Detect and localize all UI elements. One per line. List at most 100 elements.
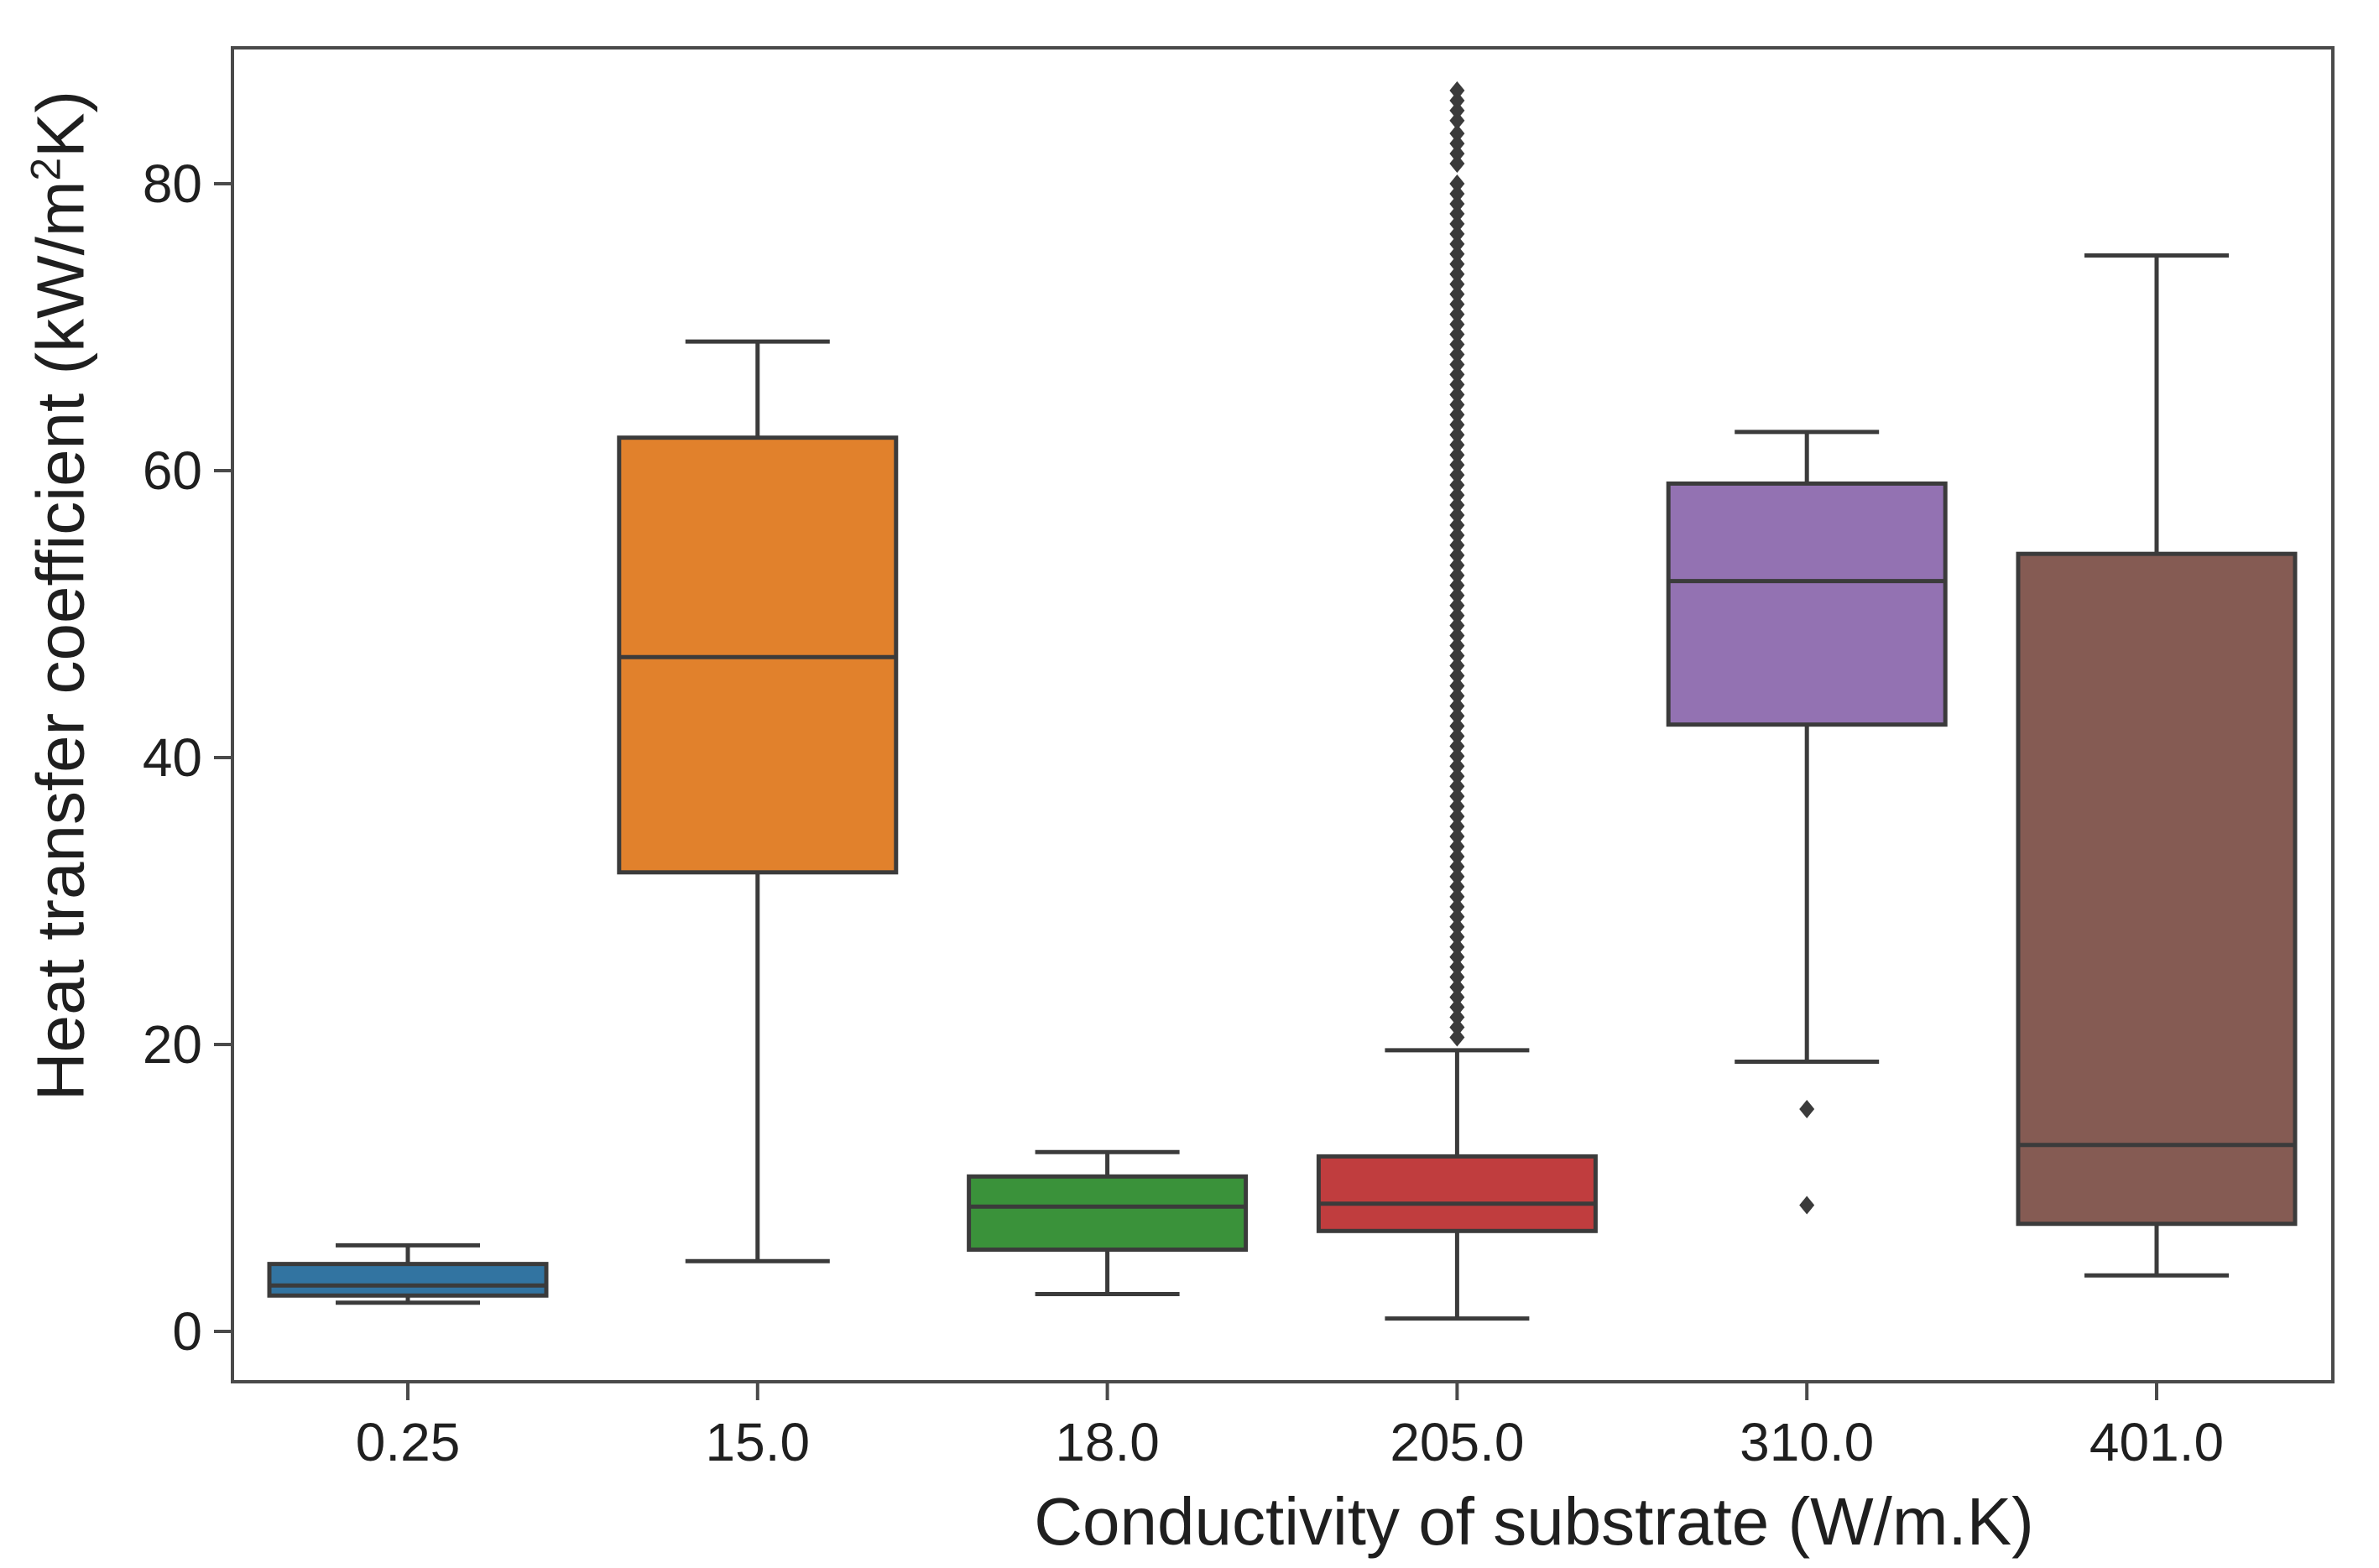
outlier-diamond: [1449, 415, 1465, 435]
outlier-diamond: [1449, 124, 1465, 143]
outlier-diamond: [1799, 1196, 1815, 1215]
box-rect: [2016, 551, 2298, 1227]
y-axis-label-text-end: K): [23, 90, 98, 158]
outlier-diamond: [1449, 315, 1465, 334]
outlier-diamond: [1449, 596, 1465, 615]
outlier-diamond: [1449, 917, 1465, 936]
y-tick-label: 40: [143, 727, 202, 788]
outlier-diamond: [1449, 897, 1465, 916]
y-tick-label: 60: [143, 440, 202, 501]
y-axis-label: Heat transfer coefficient (kW/m2K): [22, 91, 100, 1101]
outlier-diamond: [1449, 977, 1465, 997]
outlier-diamond: [1449, 175, 1465, 193]
outlier-diamond: [1449, 998, 1465, 1017]
outlier-diamond: [1449, 476, 1465, 495]
outlier-diamond: [1449, 716, 1465, 736]
outlier-diamond: [1449, 425, 1465, 445]
y-tick-label: 20: [143, 1014, 202, 1075]
outlier-diamond: [1449, 947, 1465, 966]
outlier-diamond: [1449, 927, 1465, 946]
outlier-diamond: [1449, 807, 1465, 826]
outlier-diamond: [1449, 496, 1465, 515]
outlier-diamond: [1449, 274, 1465, 294]
outlier-diamond: [1449, 827, 1465, 847]
outlier-diamond: [1449, 134, 1465, 154]
outlier-diamond: [1449, 355, 1465, 374]
outlier-diamond: [1449, 264, 1465, 284]
outlier-diamond: [1449, 525, 1465, 544]
outlier-diamond: [1449, 405, 1465, 425]
outlier-diamond: [1449, 91, 1465, 110]
outlier-diamond: [1449, 154, 1465, 174]
outlier-diamond: [1449, 706, 1465, 726]
outlier-diamond: [1449, 857, 1465, 876]
outlier-diamond: [1449, 335, 1465, 354]
outlier-diamond: [1449, 395, 1465, 414]
x-tick-label: 15.0: [706, 1412, 811, 1472]
outlier-diamond: [1449, 847, 1465, 866]
outlier-diamond: [1449, 757, 1465, 776]
y-axis-label-superscript: 2: [22, 157, 70, 181]
x-tick-label: 205.0: [1390, 1412, 1524, 1472]
box-rect: [267, 1262, 549, 1298]
outlier-diamond: [1449, 787, 1465, 806]
x-tick-label: 310.0: [1740, 1412, 1874, 1472]
outlier-diamond: [1449, 565, 1465, 585]
box-rect: [1666, 481, 1948, 727]
y-tick-label: 0: [172, 1301, 202, 1362]
outlier-diamond: [1449, 586, 1465, 605]
outlier-diamond: [1449, 646, 1465, 665]
outlier-diamond: [1449, 111, 1465, 130]
outlier-diamond: [1449, 957, 1465, 977]
outlier-diamond: [1449, 867, 1465, 886]
outlier-diamond: [1449, 184, 1465, 203]
outlier-diamond: [1449, 987, 1465, 1007]
outlier-diamond: [1449, 385, 1465, 404]
outlier-diamond: [1449, 486, 1465, 505]
outlier-diamond: [1449, 466, 1465, 485]
outlier-diamond: [1449, 777, 1465, 796]
x-axis-label: Conductivity of substrate (W/m.K): [1034, 1484, 2034, 1559]
outlier-diamond: [1449, 1018, 1465, 1037]
outlier-diamond: [1449, 797, 1465, 816]
outlier-diamond: [1449, 224, 1465, 243]
outlier-diamond: [1449, 254, 1465, 273]
outlier-diamond: [1449, 1028, 1465, 1047]
outlier-diamond: [1449, 144, 1465, 164]
outlier-diamond: [1449, 817, 1465, 836]
outlier-diamond: [1449, 686, 1465, 706]
outlier-diamond: [1449, 1008, 1465, 1027]
outlier-diamond: [1449, 456, 1465, 475]
y-axis-label-text: Heat transfer coefficient (kW/m: [23, 180, 98, 1102]
outlier-diamond: [1449, 606, 1465, 625]
outlier-diamond: [1449, 877, 1465, 896]
outlier-diamond: [1449, 375, 1465, 394]
outlier-diamond: [1449, 305, 1465, 324]
outlier-diamond: [1449, 194, 1465, 213]
outlier-diamond: [1449, 907, 1465, 926]
outlier-diamond: [1449, 576, 1465, 595]
outlier-diamond: [1449, 636, 1465, 655]
outlier-diamond: [1449, 887, 1465, 906]
outlier-diamond: [1449, 967, 1465, 987]
outlier-diamond: [1449, 696, 1465, 716]
outlier-diamond: [1449, 435, 1465, 455]
outlier-diamond: [1449, 626, 1465, 645]
box-rect: [1316, 1154, 1598, 1233]
outlier-diamond: [1449, 234, 1465, 253]
outlier-diamond: [1449, 656, 1465, 675]
outlier-diamond: [1449, 365, 1465, 384]
outlier-diamond: [1449, 616, 1465, 635]
outlier-diamond: [1799, 1099, 1815, 1118]
outlier-diamond: [1449, 345, 1465, 364]
outlier-diamond: [1449, 727, 1465, 746]
plot-border: [231, 46, 2335, 1383]
outlier-diamond: [1449, 555, 1465, 575]
x-tick-label: 18.0: [1055, 1412, 1160, 1472]
outlier-diamond: [1449, 837, 1465, 857]
outlier-diamond: [1449, 284, 1465, 304]
outlier-diamond: [1449, 737, 1465, 756]
box-rect: [617, 435, 899, 875]
